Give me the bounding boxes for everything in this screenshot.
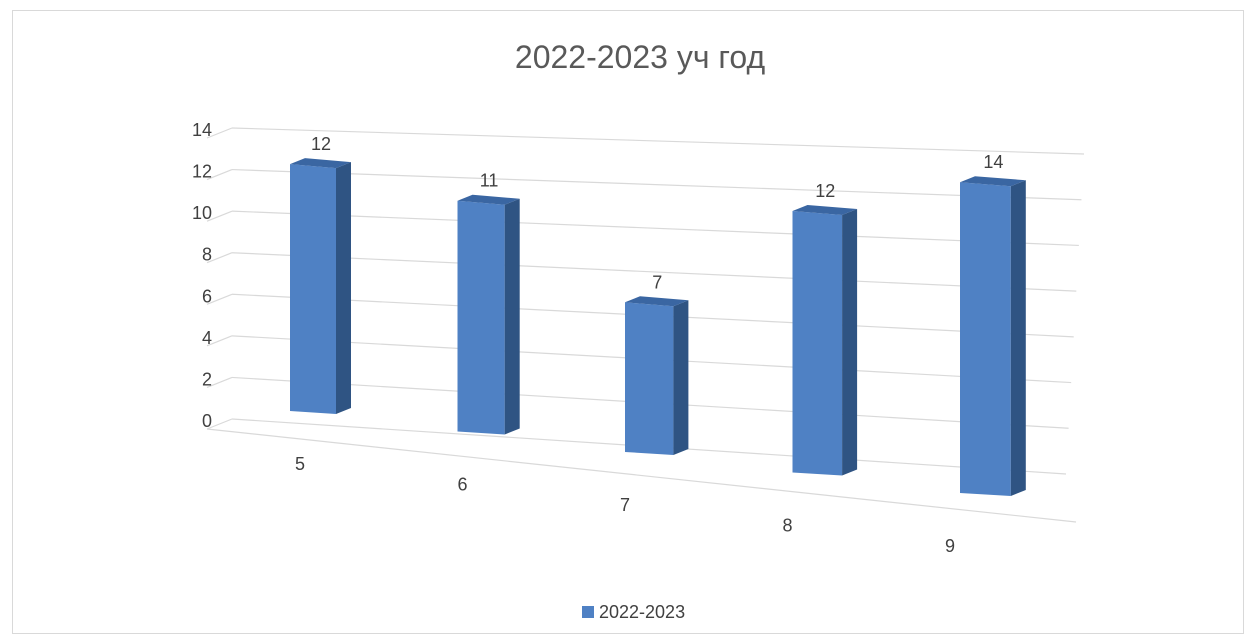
- gridline: [231, 252, 1077, 292]
- bar-top: [960, 176, 1026, 187]
- y-tick-label: 12: [192, 162, 212, 182]
- bar-side: [842, 209, 858, 476]
- gridline-side: [206, 210, 233, 222]
- bar-side: [1010, 180, 1026, 496]
- data-label: 12: [815, 181, 835, 201]
- bar: [457, 194, 520, 435]
- gridline-side: [206, 293, 233, 305]
- bar: [960, 176, 1026, 496]
- bar: [625, 296, 689, 455]
- data-labels: 12 11 7 12 14: [311, 134, 1003, 292]
- x-tick-label: 9: [945, 536, 955, 556]
- y-tick-label: 14: [192, 120, 212, 140]
- y-tick-label: 8: [202, 245, 212, 265]
- bar-side: [504, 198, 520, 435]
- y-tick-label: 4: [202, 328, 212, 348]
- data-label: 11: [480, 171, 499, 191]
- bar-front: [457, 200, 505, 435]
- bar-top: [625, 296, 689, 307]
- bar-side: [336, 162, 351, 414]
- bar-top: [792, 205, 858, 216]
- y-axis-ticks: 0 2 4 6 8 10 12 14: [192, 120, 212, 431]
- bars: [290, 158, 1026, 496]
- x-tick-label: 6: [457, 475, 467, 495]
- gridline-side: [206, 127, 233, 139]
- x-tick-label: 5: [295, 454, 305, 474]
- x-tick-label: 7: [620, 495, 630, 515]
- bar-side: [673, 300, 689, 455]
- gridline: [231, 127, 1085, 155]
- bar: [792, 205, 858, 476]
- bar-front: [960, 182, 1011, 496]
- bar-front: [792, 211, 843, 476]
- y-tick-label: 6: [202, 286, 212, 306]
- bar-top: [457, 194, 520, 205]
- bar-front: [290, 164, 336, 414]
- legend-label: 2022-2023: [599, 602, 685, 622]
- data-label: 7: [652, 272, 662, 292]
- x-tick-label: 8: [782, 516, 792, 536]
- legend-swatch: [582, 606, 594, 618]
- data-label: 14: [983, 152, 1003, 172]
- y-tick-label: 0: [202, 411, 212, 431]
- gridlines: [206, 127, 1085, 523]
- floor-front-edge: [206, 428, 1077, 523]
- gridline-side: [206, 376, 233, 388]
- gridline-side: [206, 252, 233, 264]
- gridline-side: [206, 169, 233, 181]
- data-label: 12: [311, 134, 331, 154]
- x-axis-ticks: 5 6 7 8 9: [295, 454, 955, 556]
- bar: [290, 158, 351, 414]
- gridline: [231, 210, 1079, 247]
- chart-title: 2022-2023 уч год: [515, 39, 766, 75]
- legend: 2022-2023: [582, 602, 685, 622]
- y-tick-label: 10: [192, 203, 212, 223]
- y-tick-label: 2: [202, 369, 212, 389]
- gridline: [231, 168, 1082, 201]
- bar-front: [625, 302, 674, 455]
- gridline-side: [206, 335, 233, 347]
- bar-top: [290, 158, 351, 169]
- gridline-side: [206, 418, 233, 430]
